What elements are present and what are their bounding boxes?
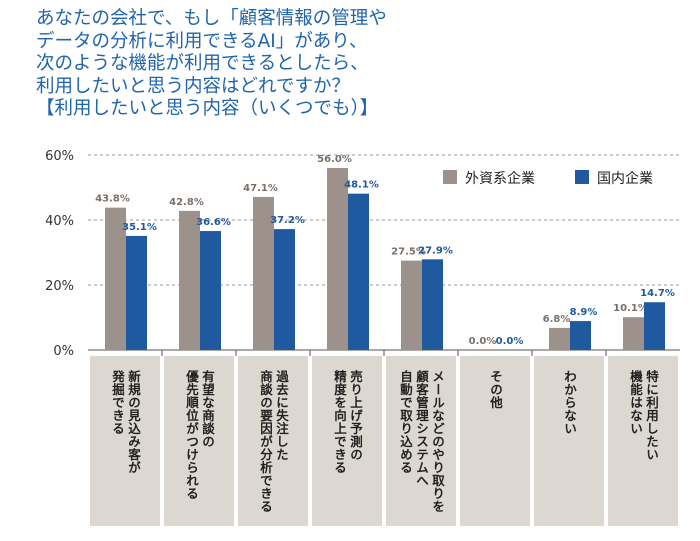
category-label-cell: 過去に失注した 商談の要因が分析できる — [238, 356, 308, 526]
bar-domestic — [274, 229, 295, 350]
bar-domestic — [200, 231, 221, 350]
legend-swatch-foreign — [443, 170, 457, 184]
title-line: 利用したいと思う内容はどれですか？ — [36, 75, 350, 97]
bar-foreign — [623, 317, 644, 350]
data-label: 6.8% — [543, 314, 571, 325]
data-label: 48.1% — [344, 180, 379, 191]
category-label: 有望な商談の 優先順位がつけられる — [183, 356, 215, 526]
data-label: 27.5% — [391, 247, 426, 258]
category-label-cell: その他 — [460, 356, 530, 526]
category-label: その他 — [487, 356, 503, 526]
data-label: 42.8% — [169, 197, 204, 208]
data-label: 27.9% — [418, 245, 453, 256]
category-label: 新規の見込み客が 発掘できる — [109, 356, 141, 526]
category-label: 特に利用したい 機能はない — [627, 356, 659, 526]
title-line: 【利用したいと思う内容（いくつでも）】 — [36, 98, 379, 119]
category-label-line: 有望な商談の — [200, 370, 215, 448]
legend-label: 外資系企業 — [465, 170, 535, 187]
data-label: 14.7% — [640, 288, 675, 299]
category-label-line: 発掘できる — [110, 370, 125, 435]
data-label: 10.1% — [613, 303, 648, 314]
category-label-line: 売り上げ予測の — [348, 370, 363, 461]
category-label-cell: 特に利用したい 機能はない — [608, 356, 678, 526]
category-label-line: 顧客管理システムへ — [414, 370, 429, 487]
data-label: 8.9% — [570, 307, 598, 318]
category-label-cell: わからない — [534, 356, 604, 526]
bar-domestic — [570, 321, 591, 350]
data-label: 0.0% — [496, 336, 524, 347]
y-tick-label: 40% — [45, 214, 74, 229]
data-label: 43.8% — [95, 194, 130, 205]
y-tick-label: 0% — [53, 344, 74, 359]
category-label: 売り上げ予測の 精度を向上できる — [331, 356, 363, 526]
y-tick-label: 60% — [45, 149, 74, 164]
category-label: メールなどのやり取りを 顧客管理システムへ 自動で取り込める — [397, 356, 445, 526]
category-label: 過去に失注した 商談の要因が分析できる — [257, 356, 289, 526]
category-label-cell: メールなどのやり取りを 顧客管理システムへ 自動で取り込める — [386, 356, 456, 526]
bar-foreign — [105, 207, 126, 350]
category-label-cell: 有望な商談の 優先順位がつけられる — [164, 356, 234, 526]
bar-domestic — [348, 193, 369, 350]
category-label-line: 優先順位がつけられる — [184, 370, 199, 500]
category-label: わからない — [561, 356, 577, 526]
category-label-line: 特に利用したい — [644, 370, 659, 461]
category-label-line: 過去に失注した — [274, 370, 289, 461]
data-label: 35.1% — [122, 222, 157, 233]
category-label-cell: 新規の見込み客が 発掘できる — [90, 356, 160, 526]
category-label-line: 新規の見込み客が — [126, 370, 141, 474]
bar-foreign — [401, 260, 422, 350]
data-label: 47.1% — [243, 183, 278, 194]
data-label: 37.2% — [270, 215, 305, 226]
y-tick-label: 20% — [45, 279, 74, 294]
bar-foreign — [253, 196, 274, 350]
bar-foreign — [549, 327, 570, 350]
category-label-line: メールなどのやり取りを — [430, 370, 445, 513]
category-label-line: その他 — [488, 370, 503, 409]
category-label-line: 精度を向上できる — [332, 370, 347, 474]
title-line: 次のような機能が利用できるとしたら、 — [36, 53, 369, 74]
category-label-cell: 売り上げ予測の 精度を向上できる — [312, 356, 382, 526]
category-label-line: 商談の要因が分析できる — [258, 370, 273, 513]
bar-domestic — [126, 235, 147, 350]
data-label: 56.0% — [317, 154, 352, 165]
title-line: データの分析に利用できるAI」があり、 — [36, 30, 368, 52]
category-label-line: 自動で取り込める — [398, 370, 413, 474]
chart-title: あなたの会社で、もし「顧客情報の管理や データの分析に利用できるAI」があり、 … — [36, 8, 676, 121]
bar-foreign — [179, 210, 200, 350]
legend-label: 国内企業 — [597, 170, 653, 187]
data-label: 36.6% — [196, 217, 231, 228]
category-label-line: 機能はない — [628, 370, 643, 435]
title-line: あなたの会社で、もし「顧客情報の管理や — [36, 8, 387, 29]
legend-swatch-domestic — [575, 170, 589, 184]
category-label-line: わからない — [562, 370, 577, 435]
bar-domestic — [422, 259, 443, 350]
data-label: 0.0% — [469, 336, 497, 347]
bar-foreign — [327, 168, 348, 350]
bar-domestic — [644, 302, 665, 350]
